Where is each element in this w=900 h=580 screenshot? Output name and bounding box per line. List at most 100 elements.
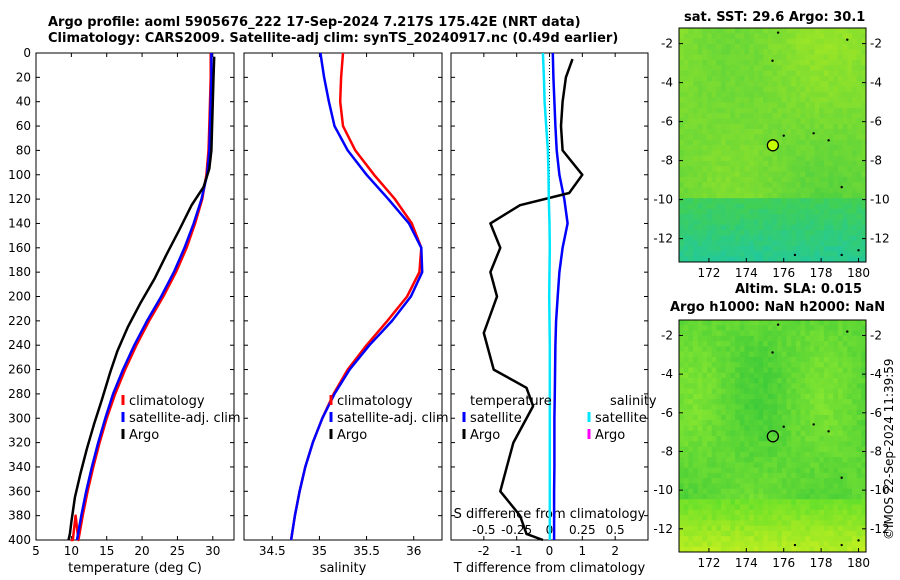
sst-cell xyxy=(679,28,685,34)
sst-cell xyxy=(828,129,834,135)
sla-cell xyxy=(772,399,778,405)
sla-cell xyxy=(837,383,844,389)
sla-cell xyxy=(837,546,844,553)
sla-cell xyxy=(795,378,801,384)
sla-cell xyxy=(856,530,862,537)
sst-cell xyxy=(744,176,750,183)
sla-cell xyxy=(758,494,764,500)
sla-cell xyxy=(833,356,839,363)
sla-cell xyxy=(856,515,862,521)
sst-cell xyxy=(851,86,858,93)
sla-cell xyxy=(711,335,717,342)
sla-cell xyxy=(702,436,708,442)
sla-cell xyxy=(702,420,708,426)
sla-cell xyxy=(772,335,778,342)
sst-cell xyxy=(842,107,848,114)
sla-cell xyxy=(837,509,844,516)
sla-cell xyxy=(856,446,862,453)
sst-cell xyxy=(781,139,787,146)
sla-island-1 xyxy=(846,330,849,333)
sst-cell xyxy=(688,246,694,252)
sla-cell xyxy=(833,457,839,463)
sla-cell xyxy=(711,525,717,532)
sla-cell xyxy=(763,399,769,405)
sla-cell xyxy=(730,330,736,337)
sla-cell xyxy=(772,378,778,384)
sst-cell xyxy=(823,246,829,252)
sla-cell xyxy=(735,420,741,426)
sst-cell xyxy=(721,145,727,151)
sla-cell xyxy=(679,546,685,553)
sla-cell xyxy=(739,436,745,442)
sla-cell xyxy=(721,325,727,331)
sla-cell xyxy=(791,494,797,500)
sst-cell xyxy=(861,224,867,231)
sla-cell xyxy=(730,488,736,495)
sst-cell xyxy=(739,123,745,130)
sst-cell xyxy=(730,192,736,199)
sst-cell xyxy=(744,59,750,66)
sst-cell xyxy=(795,97,801,103)
sla-cell xyxy=(861,446,867,453)
sla-cell xyxy=(791,393,797,400)
sst-cell xyxy=(679,203,685,210)
sla-cell xyxy=(688,451,694,458)
sst-cell xyxy=(763,208,769,215)
sla-cell xyxy=(781,388,787,395)
sla-cell xyxy=(707,515,713,521)
sst-cell xyxy=(851,28,858,34)
sla-cell xyxy=(744,536,750,542)
sst-cell xyxy=(758,166,764,172)
sst-cell xyxy=(721,251,727,258)
sst-cell xyxy=(697,203,703,210)
sla-cell xyxy=(795,351,801,358)
sst-cell xyxy=(814,86,820,93)
sst-cell xyxy=(725,230,731,236)
sla-cell xyxy=(856,393,862,400)
sst-cell xyxy=(781,251,787,258)
sst-cell xyxy=(847,33,853,40)
sst-cell xyxy=(767,43,773,50)
sst-cell xyxy=(781,129,787,135)
sla-cell xyxy=(758,420,764,426)
sst-cell xyxy=(814,33,820,40)
sst-cell xyxy=(749,28,755,34)
sst-cell xyxy=(693,182,699,188)
sla-cell xyxy=(697,483,703,490)
sla-cell xyxy=(767,457,773,463)
sst-cell xyxy=(828,155,834,162)
sst-cell xyxy=(781,235,787,242)
sst-cell xyxy=(805,81,811,87)
sst-cell xyxy=(842,145,848,151)
sla-cell xyxy=(833,351,839,358)
sla-cell xyxy=(730,335,736,342)
sla-cell xyxy=(828,457,834,463)
sla-cell xyxy=(763,325,769,331)
sla-cell xyxy=(763,320,769,326)
sst-cell xyxy=(781,75,787,82)
sst-cell xyxy=(828,198,834,204)
sst-cell xyxy=(814,230,820,236)
sla-cell xyxy=(837,472,844,479)
sst-cell xyxy=(800,33,806,40)
sst-cell xyxy=(809,123,815,130)
sla-cell xyxy=(753,425,759,432)
sst-cell xyxy=(707,198,713,204)
sst-cell xyxy=(707,203,713,210)
sst-cell xyxy=(786,240,792,247)
sst-cell xyxy=(725,256,731,263)
sst-cell xyxy=(800,198,806,204)
sst-cell xyxy=(679,256,685,263)
sst-cell xyxy=(735,145,741,151)
sst-cell xyxy=(721,224,727,231)
sst-cell xyxy=(842,75,848,82)
sst-cell xyxy=(688,150,694,157)
sst-cell xyxy=(861,230,867,236)
sla-cell xyxy=(725,356,731,363)
sla-cell xyxy=(791,320,797,326)
sst-cell xyxy=(763,81,769,87)
sst-cell xyxy=(763,59,769,66)
sst-cell xyxy=(809,256,815,263)
sla-cell xyxy=(814,478,820,484)
sla-cell xyxy=(739,383,745,389)
